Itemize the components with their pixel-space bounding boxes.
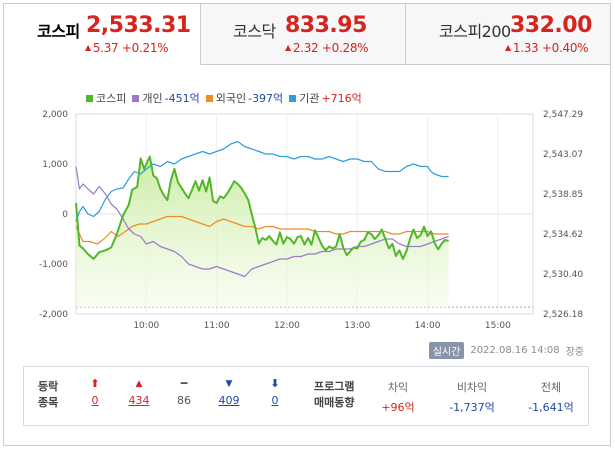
- legend-swatch: [132, 94, 140, 102]
- program-value: -1,641억: [528, 401, 574, 414]
- y-right-tick-label: 2,547.29: [543, 110, 583, 120]
- x-tick-label: 14:00: [415, 321, 441, 331]
- fall-icon: ▼: [225, 379, 233, 389]
- realtime-badge[interactable]: 실시간: [428, 342, 465, 359]
- breadth-heading: 등락 종목: [38, 380, 59, 409]
- y-left-tick-label: 0: [62, 210, 68, 220]
- breadth-flat: ━ 86: [169, 377, 199, 407]
- tab-kospi[interactable]: 코스피 2,533.31 ▲ 5.37 +0.21%: [4, 4, 201, 65]
- legend-value: -451억: [164, 92, 200, 105]
- y-left-tick-label: -1,000: [39, 260, 68, 270]
- program-value: -1,737억: [449, 401, 495, 414]
- up-triangle-icon: ▲: [85, 43, 91, 52]
- breadth-lower-limit: ⬇ 0: [260, 377, 290, 407]
- legend-label: 기관: [299, 92, 320, 105]
- index-change: ▲ 2.32 +0.28%: [285, 41, 369, 55]
- index-change: ▲ 5.37 +0.21%: [85, 41, 169, 55]
- program-value: +96억: [381, 401, 415, 414]
- upper-limit-count[interactable]: 0: [91, 394, 99, 407]
- individual-line: [75, 166, 449, 278]
- x-tick-label: 13:00: [344, 321, 370, 331]
- program-label: 차익: [387, 381, 409, 394]
- y-left-tick-label: 2,000: [42, 110, 68, 120]
- program-heading: 프로그램 매매동향: [314, 380, 355, 409]
- legend-swatch: [86, 94, 93, 102]
- tab-name: 코스피200: [439, 22, 511, 41]
- y-left-tick-label: 1,000: [42, 160, 68, 170]
- y-right-tick-label: 2,530.40: [543, 270, 583, 280]
- program-label: 비차익: [456, 381, 488, 394]
- y-right-tick-label: 2,538.85: [543, 190, 583, 200]
- program-label: 전체: [540, 381, 562, 394]
- tab-name: 코스피: [37, 22, 80, 41]
- legend-item-foreign[interactable]: 외국인 -397억: [205, 90, 284, 106]
- lower-limit-count[interactable]: 0: [271, 394, 279, 407]
- up-triangle-icon: ▲: [505, 43, 511, 52]
- index-value: 2,533.31: [86, 13, 191, 38]
- kospi-line: [75, 155, 449, 260]
- foreign-line: [75, 215, 449, 245]
- rise-icon: ▲: [135, 379, 143, 389]
- flat-icon: ━: [180, 377, 188, 390]
- x-tick-label: 11:00: [204, 321, 230, 331]
- legend-swatch: [205, 94, 213, 102]
- tab-name: 코스닥: [233, 22, 276, 41]
- market-status: 장중: [565, 347, 584, 358]
- legend-label: 개인: [142, 92, 163, 105]
- legend-item-kospi[interactable]: 코스피: [86, 90, 126, 106]
- upper-limit-icon: ⬆: [90, 377, 100, 390]
- intraday-chart: 10:00 11:00 12:00 13:00 14:00 15:00 2,000 1,000…: [39, 110, 583, 331]
- index-value: 833.95: [285, 13, 367, 38]
- rise-count[interactable]: 434: [128, 394, 150, 407]
- index-change: ▲ 1.33 +0.40%: [505, 41, 589, 55]
- x-tick-label: 15:00: [485, 321, 511, 331]
- tab-kospi200[interactable]: 코스피200 332.00 ▲ 1.33 +0.40%: [406, 4, 610, 65]
- program-non-arbitrage: 비차익 -1,737억: [434, 379, 510, 415]
- legend-value: +716억: [321, 92, 362, 105]
- legend-value: -397억: [248, 92, 284, 105]
- institution-line: [75, 140, 449, 222]
- market-index-widget: 코스피 2,533.31 ▲ 5.37 +0.21% 코스닥 833.95 ▲ 2.…: [3, 3, 611, 446]
- market-stats-panel: 등락 종목 ⬆ 0 ▲ 434 ━ 86 ▼ 409 ⬇ 0 프로그램 매매동향…: [23, 366, 589, 426]
- y-right-tick-label: 2,534.62: [543, 230, 583, 240]
- legend-swatch: [289, 94, 297, 102]
- lower-limit-icon: ⬇: [270, 377, 280, 390]
- y-left-tick-label: -2,000: [39, 310, 68, 320]
- fall-count[interactable]: 409: [218, 394, 240, 407]
- flat-count: 86: [177, 394, 191, 407]
- breadth-rise: ▲ 434: [124, 377, 154, 407]
- up-triangle-icon: ▲: [285, 43, 291, 52]
- timestamp: 2022.08.16 14:08: [470, 345, 560, 356]
- legend-item-institution[interactable]: 기관 +716억: [289, 90, 362, 106]
- legend-item-individual[interactable]: 개인 -451억: [132, 90, 200, 106]
- timestamp-row: 실시간 2022.08.16 14:08 장중: [428, 342, 584, 359]
- program-total: 전체 -1,641억: [516, 379, 586, 415]
- program-arbitrage: 차익 +96억: [370, 379, 426, 415]
- y-right-tick-label: 2,543.07: [543, 150, 583, 160]
- legend-label: 외국인: [215, 92, 247, 105]
- breadth-upper-limit: ⬆ 0: [80, 377, 110, 407]
- y-right-tick-label: 2,526.18: [543, 310, 583, 320]
- tab-kosdaq[interactable]: 코스닥 833.95 ▲ 2.32 +0.28%: [201, 4, 406, 65]
- x-tick-label: 10:00: [133, 321, 159, 331]
- legend-label: 코스피: [96, 92, 127, 105]
- index-tabs: 코스피 2,533.31 ▲ 5.37 +0.21% 코스닥 833.95 ▲ 2.…: [4, 4, 610, 65]
- breadth-fall: ▼ 409: [214, 377, 244, 407]
- chart-legend: 코스피 개인 -451억 외국인 -397억 기관 +716억: [86, 90, 362, 106]
- x-tick-label: 12:00: [274, 321, 300, 331]
- index-value: 332.00: [510, 13, 592, 38]
